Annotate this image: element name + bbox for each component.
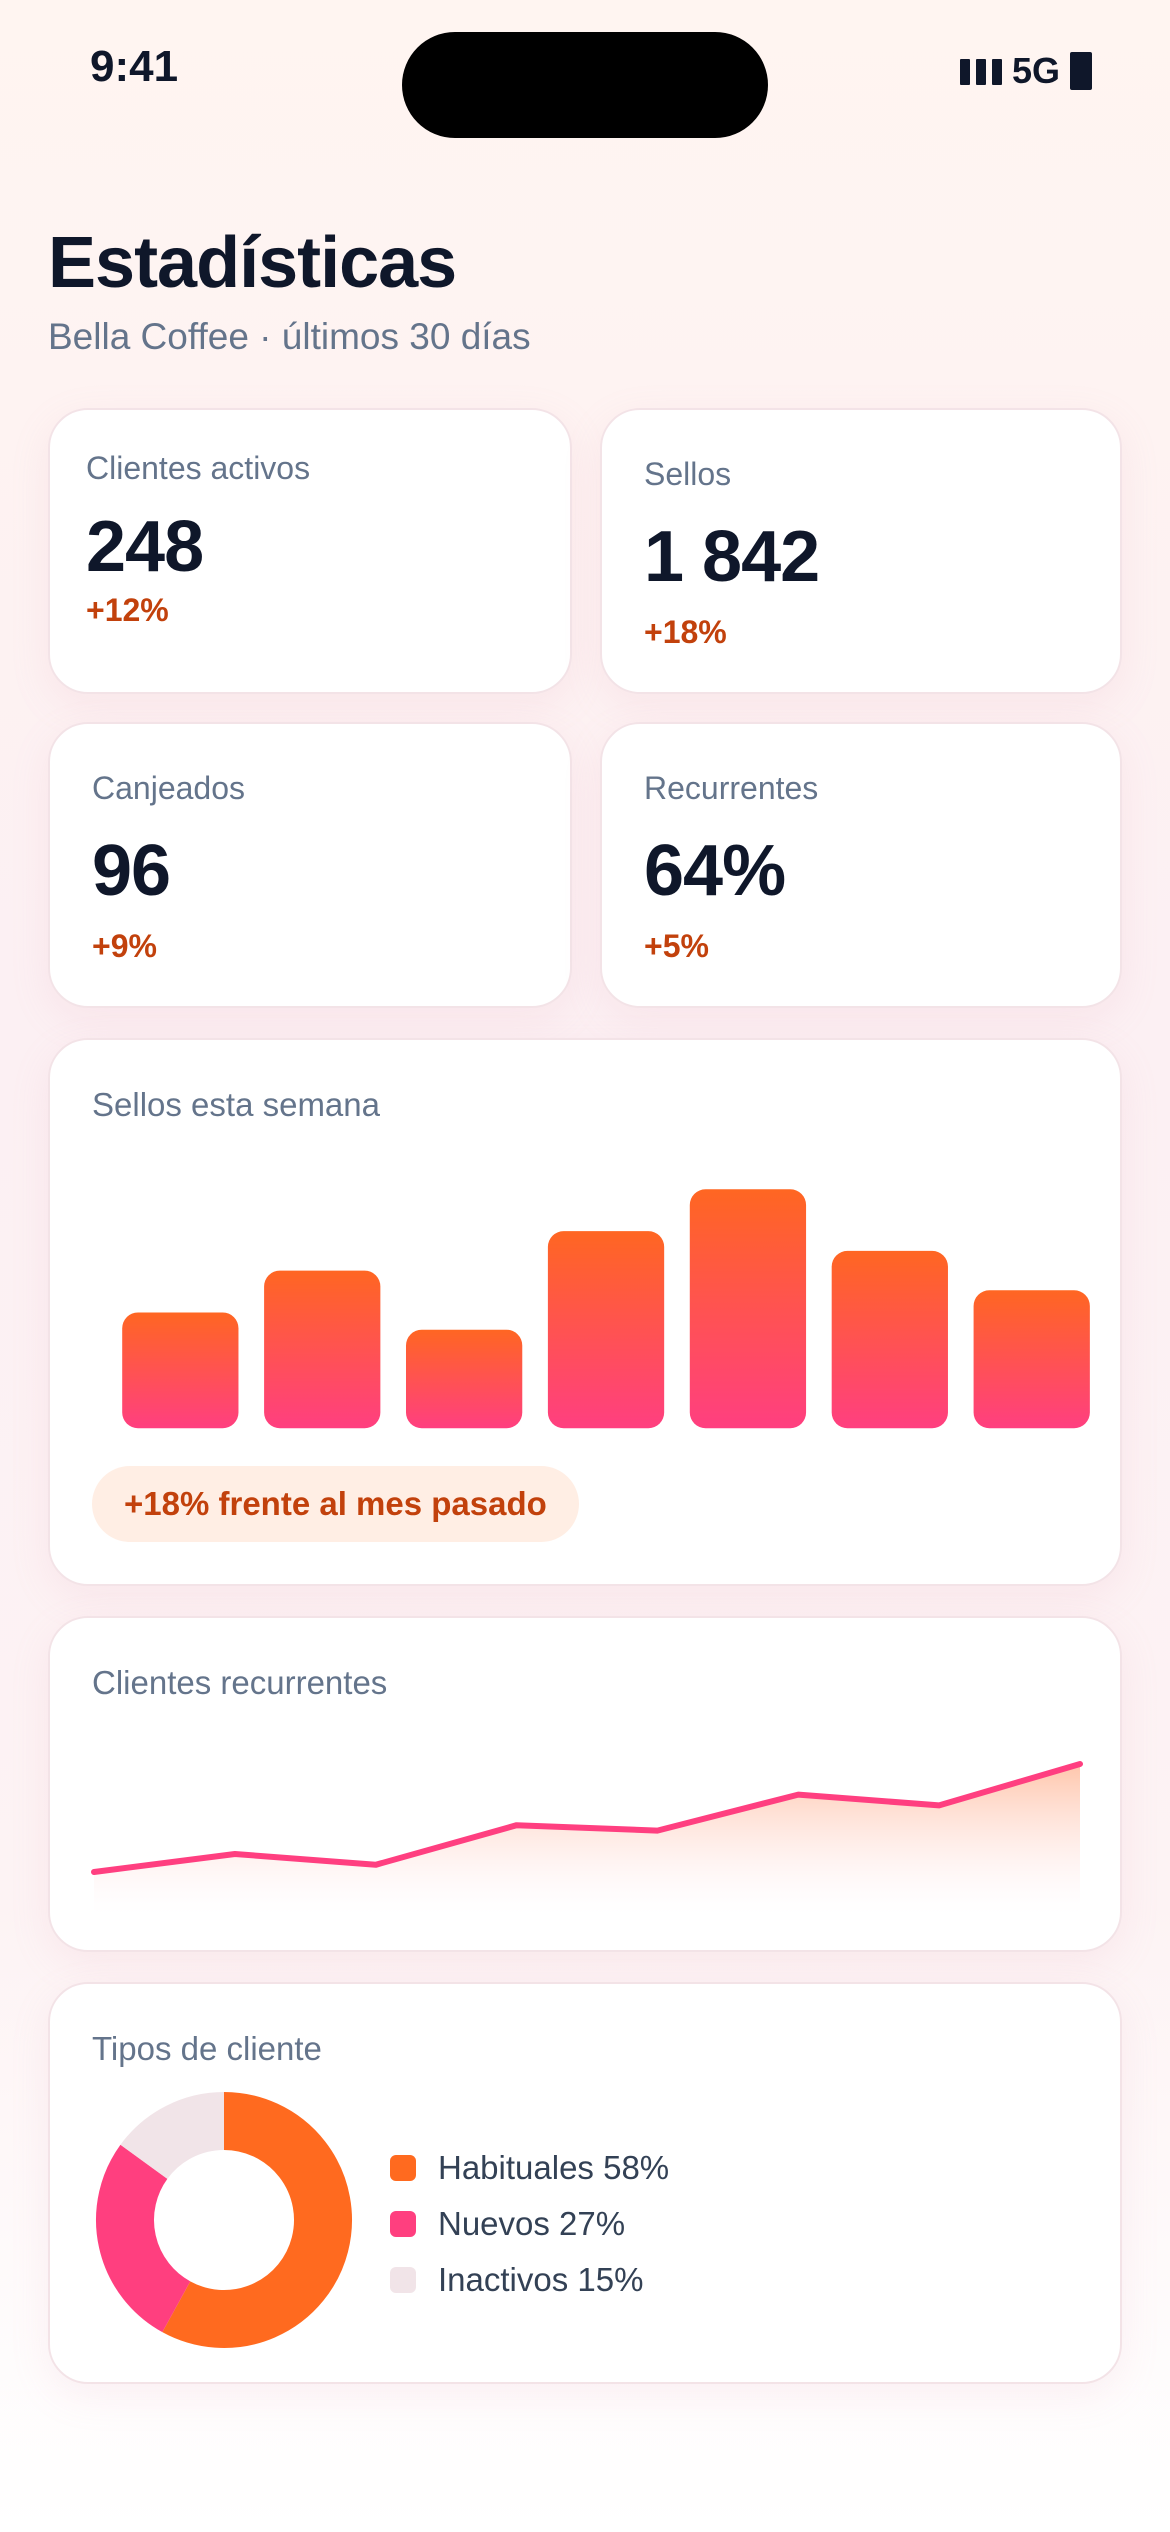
bar [831,1250,948,1429]
recurring-clients-card: Clientes recurrentes [48,1616,1122,1952]
weekly-stamps-label: Sellos esta semana [92,1086,380,1123]
stat-value: 1 842 [644,517,820,597]
legend-label: Nuevos 27% [438,2205,626,2242]
stat-card-stamps[interactable]: Sellos 1 842 +18% [600,408,1122,694]
recurring-line-chart [91,1761,1083,1914]
bar [122,1312,239,1429]
stat-card-redeemed[interactable]: Canjeados 96 +9% [48,722,572,1008]
stat-value: 248 [86,507,204,587]
stat-label: Canjeados [92,770,245,806]
legend-dot [390,2155,416,2181]
status-indicators: 5G [959,50,1092,92]
status-time: 9:41 [90,42,179,91]
stat-delta: +9% [92,928,157,964]
stat-delta: +12% [86,592,169,628]
stat-value: 96 [92,831,171,911]
donut-legend: Habituales 58% Nuevos 27% Inactivos 15% [390,2140,669,2308]
battery-icon [1070,52,1092,90]
bar [973,1290,1090,1429]
client-types-card: Tipos de cliente Habituales 58% Nuevos 2… [48,1982,1122,2384]
legend-dot [390,2211,416,2237]
stat-delta: +5% [644,928,709,964]
legend-label: Habituales 58% [438,2149,670,2186]
growth-badge: +18% frente al mes pasado [92,1466,579,1542]
donut-slice [120,2092,226,2180]
page-subtitle: Bella Coffee · últimos 30 días [48,316,531,357]
stat-label: Recurrentes [644,770,819,806]
series-line [91,1761,1083,1875]
recurring-clients-label: Clientes recurrentes [92,1664,388,1701]
legend-dot [390,2267,416,2293]
donut-slice [162,2092,352,2348]
series-area [94,1764,1080,1914]
stat-value: 64% [644,831,786,911]
legend-item-new: Nuevos 27% [390,2196,669,2252]
bar [264,1270,381,1429]
stat-card-recurring[interactable]: Recurrentes 64% +5% [600,722,1122,1008]
dynamic-island [402,32,768,138]
client-types-donut [96,2092,352,2348]
stat-label: Sellos [644,456,732,492]
donut-slice [96,2144,192,2333]
legend-item-inactive: Inactivos 15% [390,2252,669,2308]
stat-card-active-clients[interactable]: Clientes activos 248 +12% [48,408,572,694]
weekly-bar-chart [122,1189,1090,1429]
bar [547,1231,665,1429]
page-title: Estadísticas [48,223,457,303]
network-label: 5G [1011,50,1060,91]
signal-icon [959,57,1002,85]
weekly-stamps-card: Sellos esta semana +18% frente al mes pa… [48,1038,1122,1586]
legend-item-regulars: Habituales 58% [390,2140,669,2196]
stat-label: Clientes activos [86,450,311,486]
stat-delta: +18% [644,614,727,650]
client-types-label: Tipos de cliente [92,2030,322,2067]
bar [689,1189,807,1429]
legend-label: Inactivos 15% [438,2261,644,2298]
bar [405,1329,523,1429]
status-bar: 9:41 5G [0,0,1170,150]
